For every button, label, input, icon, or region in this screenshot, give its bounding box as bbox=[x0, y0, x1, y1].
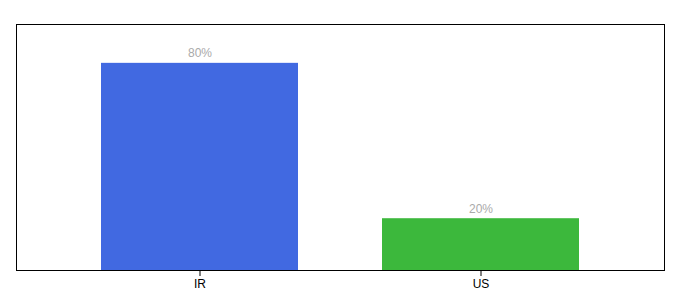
svg-text:20%: 20% bbox=[469, 202, 493, 216]
svg-text:US: US bbox=[473, 277, 490, 291]
svg-text:IR: IR bbox=[194, 277, 206, 291]
svg-text:80%: 80% bbox=[188, 46, 212, 60]
